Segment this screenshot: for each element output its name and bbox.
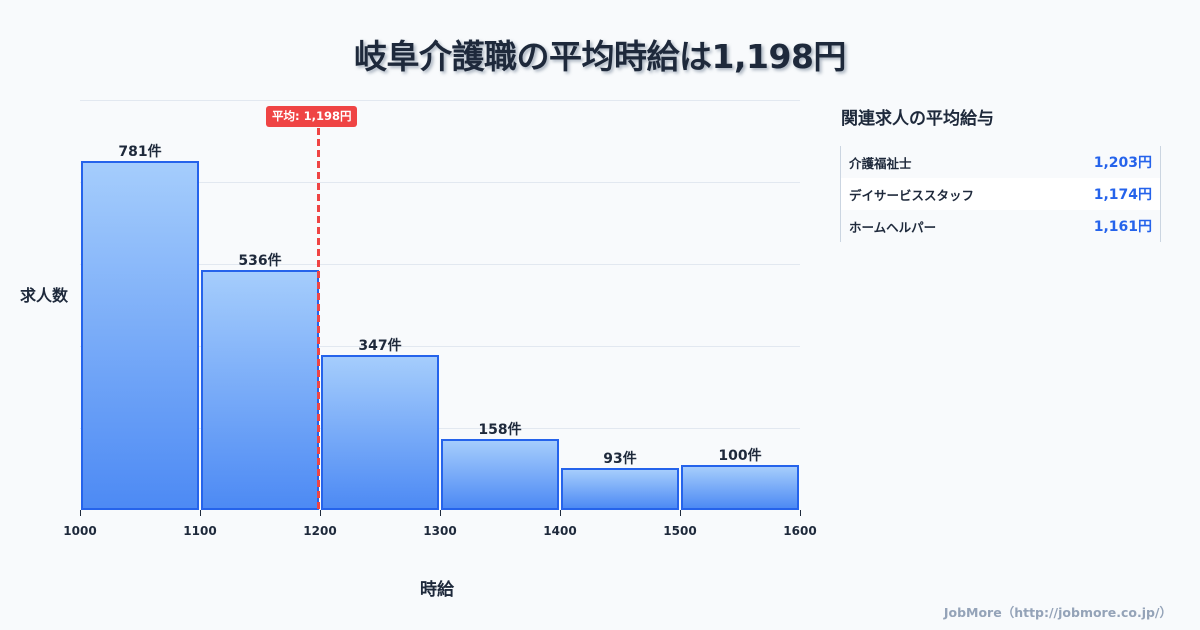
related-jobs-title: 関連求人の平均給与 (841, 109, 994, 129)
bar-value-label: 536件 (238, 253, 282, 269)
job-name: ホームヘルパー (849, 219, 937, 235)
bar-value-label: 347件 (358, 338, 402, 354)
footer-credit: JobMore（http://jobmore.co.jp/） (943, 605, 1172, 620)
histogram-bar (81, 161, 199, 510)
x-tick (440, 510, 441, 516)
x-tick (680, 510, 681, 516)
x-tick-label: 1600 (783, 524, 817, 538)
job-name: 介護福祉士 (849, 155, 912, 171)
histogram-chart: 781件 536件 347件 158件 93件 100件 平均: 1,198円 1000 1… (20, 100, 817, 600)
gridline (80, 182, 800, 183)
gridline (80, 100, 800, 101)
bar-value-label: 158件 (478, 422, 522, 438)
bar-value-label: 100件 (718, 448, 762, 464)
x-tick-label: 1200 (303, 524, 337, 538)
job-wage: 1,161円 (1093, 219, 1152, 235)
x-tick (80, 510, 81, 516)
x-tick (800, 510, 801, 516)
x-tick (200, 510, 201, 516)
x-tick-label: 1400 (543, 524, 577, 538)
x-tick-label: 1000 (63, 524, 97, 538)
x-axis-label: 時給 (420, 580, 454, 600)
job-name: デイサービススタッフ (849, 187, 975, 203)
bar-value-label: 93件 (603, 451, 637, 467)
page-title: 岐阜介護職の平均時給は1,198円 (354, 37, 846, 76)
histogram-bar (321, 355, 439, 510)
histogram-bar (201, 270, 319, 510)
gridline (80, 346, 800, 347)
x-tick (560, 510, 561, 516)
job-wage: 1,174円 (1093, 187, 1152, 203)
related-jobs-table: 介護福祉士 1,203円 デイサービススタッフ 1,174円 ホームヘルパー 1… (840, 146, 1161, 242)
histogram-bar (561, 468, 679, 510)
gridline (80, 264, 800, 265)
bar-value-label: 781件 (118, 144, 162, 160)
average-line (317, 128, 320, 510)
job-wage: 1,203円 (1093, 155, 1152, 171)
x-tick-label: 1300 (423, 524, 457, 538)
table-row: ホームヘルパー 1,161円 (841, 210, 1160, 242)
x-tick-label: 1500 (663, 524, 697, 538)
y-axis-label: 求人数 (20, 286, 69, 305)
x-tick (320, 510, 321, 516)
average-badge: 平均: 1,198円 (266, 106, 358, 127)
table-row: デイサービススタッフ 1,174円 (841, 178, 1160, 210)
x-tick-label: 1100 (183, 524, 217, 538)
histogram-bar (441, 439, 559, 510)
gridline (80, 428, 800, 429)
histogram-bar (681, 465, 799, 510)
table-row: 介護福祉士 1,203円 (841, 146, 1160, 178)
